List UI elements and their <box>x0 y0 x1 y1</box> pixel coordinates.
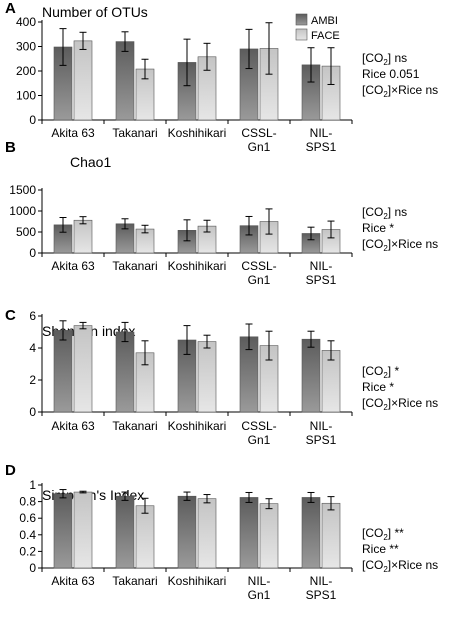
category-label: CSSL- <box>241 259 276 273</box>
category-label: Takanari <box>112 574 157 588</box>
panel-letter: D <box>5 462 16 479</box>
category-label: Takanari <box>112 419 157 433</box>
stat-line: Rice ** <box>362 542 399 556</box>
y-tick-label: 1 <box>29 478 36 492</box>
category-label: Takanari <box>112 259 157 273</box>
y-tick-label: 2 <box>29 373 36 387</box>
legend-swatch-ambi <box>295 13 308 26</box>
y-tick-label: 0.4 <box>19 528 36 542</box>
bar-face-3 <box>197 498 217 569</box>
y-tick-label: 1500 <box>9 183 36 197</box>
bar-ambi-2 <box>115 495 135 569</box>
bar-ambi-2 <box>115 41 135 121</box>
y-tick-label: 0 <box>29 561 36 575</box>
y-tick-label: 200 <box>16 64 36 78</box>
bar-face-1 <box>73 325 93 413</box>
category-label: Gn1 <box>248 433 271 447</box>
category-label: SPS1 <box>306 140 337 154</box>
chart-title: Number of OTUs <box>42 4 148 20</box>
legend-label: AMBI <box>311 15 338 27</box>
bar-ambi-5 <box>301 338 321 413</box>
category-label: Akita 63 <box>51 259 95 273</box>
y-tick-label: 6 <box>29 309 36 323</box>
bar-face-1 <box>73 40 93 121</box>
stat-line: [CO2] ns <box>362 51 407 67</box>
bar-face-5 <box>321 502 341 569</box>
category-label: NIL- <box>248 574 271 588</box>
stat-line: [CO2]×Rice ns <box>362 83 438 99</box>
y-tick-label: 0.2 <box>19 544 36 558</box>
category-label: Akita 63 <box>51 574 95 588</box>
stat-line: Rice * <box>362 221 394 235</box>
y-tick-label: 300 <box>16 40 36 54</box>
stat-line: [CO2] * <box>362 364 399 380</box>
category-label: Gn1 <box>248 588 271 602</box>
bar-face-3 <box>197 341 217 413</box>
bar-ambi-2 <box>115 331 135 413</box>
y-tick-label: 1000 <box>9 204 36 218</box>
y-tick-label: 0.8 <box>19 495 36 509</box>
y-tick-label: 400 <box>16 15 36 29</box>
bar-face-4 <box>259 503 279 569</box>
bar-face-2 <box>135 505 155 569</box>
category-label: Akita 63 <box>51 126 95 140</box>
category-label: Takanari <box>112 126 157 140</box>
bar-face-1 <box>73 491 93 569</box>
panel-letter: C <box>5 307 16 324</box>
category-label: CSSL- <box>241 419 276 433</box>
stat-line: Rice 0.051 <box>362 67 420 81</box>
y-tick-label: 0 <box>29 405 36 419</box>
y-tick-label: 0 <box>29 246 36 260</box>
legend-swatch-face <box>295 28 308 41</box>
bar-face-1 <box>73 219 93 254</box>
y-tick-label: 100 <box>16 89 36 103</box>
y-tick-label: 0 <box>29 113 36 127</box>
stat-line: [CO2]×Rice ns <box>362 396 438 412</box>
stat-line: Rice * <box>362 380 394 394</box>
stat-line: [CO2] ns <box>362 205 407 221</box>
category-label: SPS1 <box>306 433 337 447</box>
category-label: Akita 63 <box>51 419 95 433</box>
category-label: NIL- <box>310 259 333 273</box>
category-label: SPS1 <box>306 588 337 602</box>
category-label: Gn1 <box>248 273 271 287</box>
stat-line: [CO2]×Rice ns <box>362 558 438 574</box>
panel-letter: B <box>5 139 16 156</box>
legend-label: FACE <box>311 30 340 42</box>
bar-ambi-4 <box>239 497 259 569</box>
chart-panel-a: A Number of OTUs 0 100 200 300 400 Akita 63 Taka… <box>5 0 438 154</box>
category-label: Koshihikari <box>168 126 227 140</box>
stat-line: [CO2]×Rice ns <box>362 237 438 253</box>
bar-ambi-5 <box>301 497 321 569</box>
category-label: Koshihikari <box>168 419 227 433</box>
chart-title: Chao1 <box>70 154 111 170</box>
category-label: NIL- <box>310 574 333 588</box>
category-label: CSSL- <box>241 126 276 140</box>
y-tick-label: 500 <box>16 225 36 239</box>
bar-ambi-1 <box>53 493 73 569</box>
panel-letter: A <box>5 0 16 17</box>
category-label: Gn1 <box>248 140 271 154</box>
y-tick-label: 4 <box>29 341 36 355</box>
stat-line: [CO2] ** <box>362 526 404 542</box>
category-label: NIL- <box>310 419 333 433</box>
chart-panel-b: B Chao1 0 500 1000 1500 Akita 63 Takanari Koshih… <box>5 139 438 287</box>
y-tick-label: 0.6 <box>19 511 36 525</box>
bar-ambi-3 <box>177 495 197 569</box>
bar-ambi-1 <box>53 330 73 413</box>
category-label: Koshihikari <box>168 259 227 273</box>
category-label: NIL- <box>310 126 333 140</box>
category-label: SPS1 <box>306 273 337 287</box>
category-label: Koshihikari <box>168 574 227 588</box>
